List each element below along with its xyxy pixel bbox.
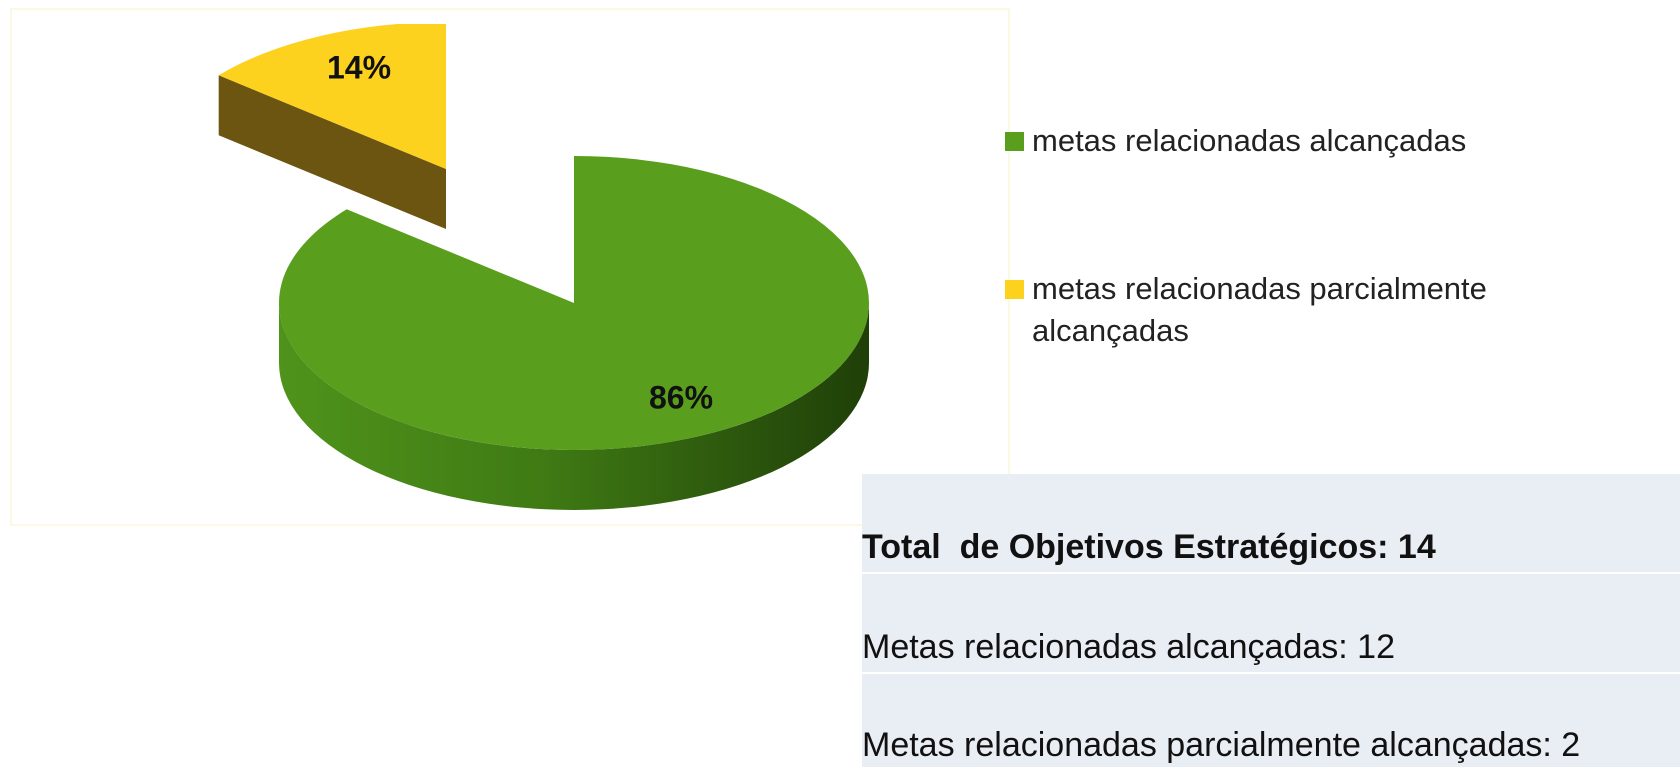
data-label: 14% bbox=[327, 49, 391, 85]
legend-label: metas relacionadas parcialmente alcançad… bbox=[1032, 271, 1487, 348]
legend-item: metas relacionadas alcançadas bbox=[1005, 120, 1645, 162]
legend-swatch bbox=[1005, 132, 1024, 151]
legend-item: metas relacionadas parcialmente alcançad… bbox=[1005, 268, 1645, 352]
summary-title: Total de Objetivos Estratégicos: 14 bbox=[862, 528, 1436, 566]
slice-wall bbox=[218, 75, 446, 229]
slice-side bbox=[279, 303, 869, 510]
data-label: 86% bbox=[649, 379, 713, 415]
legend-swatch bbox=[1005, 280, 1024, 299]
slice-top bbox=[218, 24, 446, 169]
row-separator bbox=[862, 572, 1680, 574]
summary-table: Total de Objetivos Estratégicos: 14 Meta… bbox=[862, 474, 1680, 767]
summary-row: Metas relacionadas parcialmente alcançad… bbox=[862, 726, 1581, 764]
legend: metas relacionadas alcançadas metas relac… bbox=[1005, 120, 1645, 464]
pie: 86% 14% bbox=[218, 24, 870, 510]
slice-top bbox=[279, 156, 870, 450]
plot-frame bbox=[10, 8, 1010, 526]
legend-label: metas relacionadas alcançadas bbox=[1032, 123, 1467, 158]
row-separator bbox=[862, 672, 1680, 674]
summary-row: Metas relacionadas alcançadas: 12 bbox=[862, 628, 1395, 666]
